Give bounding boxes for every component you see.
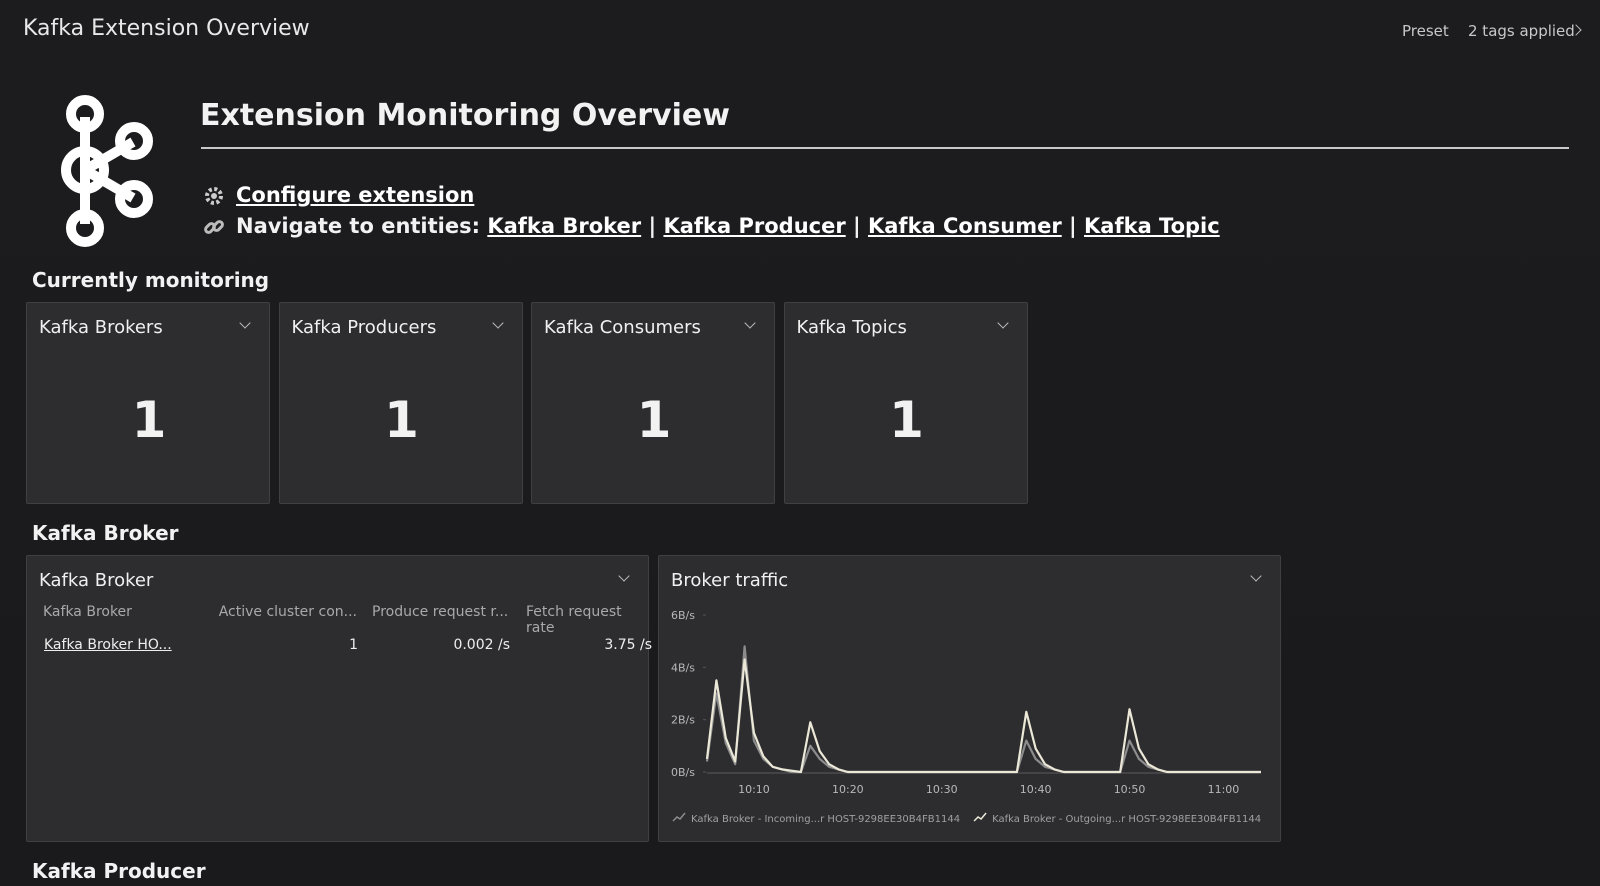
tile-title: Kafka Consumers xyxy=(544,317,701,338)
chevron[interactable] xyxy=(996,317,1009,329)
chart: 0B/s 2B/s 4B/s 6B/s 10:10 10:20 10:30 10:40 10:5… xyxy=(671,609,1261,825)
separator: | xyxy=(853,214,861,238)
page-title: Kafka Extension Overview xyxy=(23,16,310,41)
configure-link[interactable]: Configure extension xyxy=(236,183,475,207)
separator: | xyxy=(1069,214,1077,238)
count-tile: Kafka Topics 1 xyxy=(783,302,1028,504)
y-tick-label: 4B/s xyxy=(671,661,695,674)
tags[interactable]: 2 tags applied xyxy=(1468,22,1575,40)
count-tile: Kafka Consumers 1 xyxy=(531,302,775,504)
chevron[interactable] xyxy=(491,317,504,329)
preset[interactable]: Preset xyxy=(1402,22,1449,40)
x-tick-label: 10:30 xyxy=(926,783,958,796)
y-tick-label: 0B/s xyxy=(671,766,695,779)
legend-label: Kafka Broker - Outgoing...r HOST-9298EE3… xyxy=(992,814,1261,825)
entity-link[interactable]: Kafka Broker xyxy=(487,214,642,238)
table-tile: Kafka Broker Kafka Broker Active cluster… xyxy=(26,555,652,842)
series-line xyxy=(705,658,1261,774)
x-tick-label: 10:10 xyxy=(738,783,770,796)
column-header: Kafka Broker xyxy=(43,604,132,620)
legend-label: Kafka Broker - Incoming...r HOST-9298EE3… xyxy=(691,814,960,825)
entity-link[interactable]: Kafka Consumer xyxy=(867,214,1062,238)
navigate-row: Navigate to entities: Kafka Broker | Kaf… xyxy=(236,214,1220,238)
section-title: Kafka Producer xyxy=(32,859,206,883)
series-line xyxy=(705,645,1261,774)
count-tile: Kafka Brokers 1 xyxy=(26,302,270,504)
y-tick-label: 6B/s xyxy=(671,609,695,622)
column-header: Active cluster con... xyxy=(218,604,357,620)
tile-value: 1 xyxy=(889,391,924,449)
chart-tile: Broker traffic 0B/s 2B/s 4B/s 6B/s 10:10 10:2… xyxy=(658,555,1281,842)
table-cell-link[interactable]: Kafka Broker HO... xyxy=(44,637,172,653)
table-cell: 3.75 /s xyxy=(604,637,652,653)
tile-value: 1 xyxy=(636,391,672,449)
legend-icon xyxy=(672,812,686,822)
x-tick-label: 11:00 xyxy=(1208,783,1240,796)
divider xyxy=(201,147,1569,149)
chevron[interactable] xyxy=(239,317,251,329)
section-title: Kafka Broker xyxy=(32,521,179,545)
navigate-label: Navigate to entities: xyxy=(236,214,481,238)
section-title: Currently monitoring xyxy=(32,268,270,292)
chevron[interactable] xyxy=(744,317,756,329)
tile-title: Kafka Producers xyxy=(291,317,437,338)
table-cell: 1 xyxy=(349,637,358,653)
table-cell: 0.002 /s xyxy=(453,637,510,653)
entity-link[interactable]: Kafka Producer xyxy=(663,214,846,238)
column-header: Produce request r... xyxy=(372,604,509,620)
tile-title: Kafka Broker xyxy=(39,570,154,591)
kafka-logo xyxy=(61,95,153,247)
tile-title: Kafka Topics xyxy=(796,317,907,338)
overview-title: Extension Monitoring Overview xyxy=(200,98,730,133)
tile-value: 1 xyxy=(384,391,419,449)
gear-icon xyxy=(205,187,223,205)
x-tick-label: 10:20 xyxy=(832,783,864,796)
y-tick-label: 2B/s xyxy=(671,714,695,727)
x-tick-label: 10:40 xyxy=(1020,783,1052,796)
entity-link[interactable]: Kafka Topic xyxy=(1084,214,1220,238)
chevron[interactable] xyxy=(618,570,630,582)
separator: | xyxy=(648,214,657,238)
column-header: Fetch request rate xyxy=(526,604,622,636)
tile-title: Kafka Brokers xyxy=(39,317,163,338)
tile-title: Broker traffic xyxy=(671,570,789,591)
legend-icon xyxy=(973,812,987,822)
link-icon xyxy=(204,220,224,234)
tile-value: 1 xyxy=(131,391,167,449)
x-tick-label: 10:50 xyxy=(1114,783,1146,796)
count-tile: Kafka Producers 1 xyxy=(278,302,523,504)
